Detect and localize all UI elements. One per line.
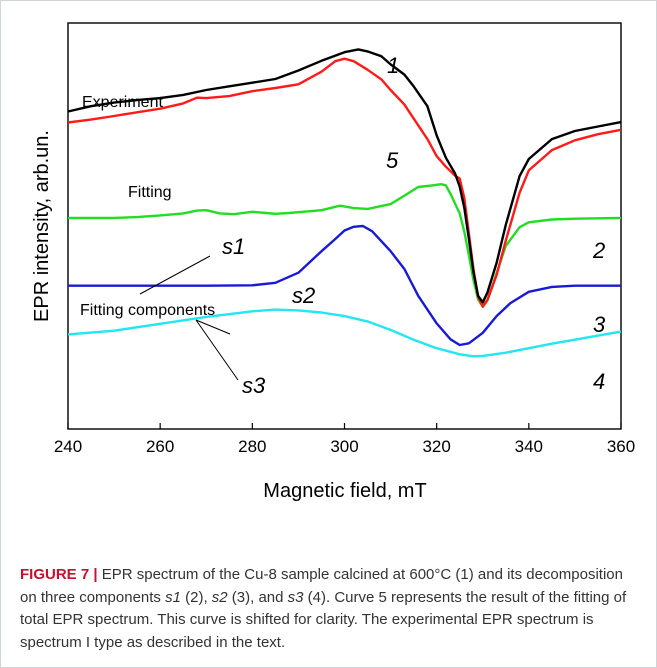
curve-number-2: 2: [592, 238, 605, 263]
caption-s3: s3: [287, 588, 304, 606]
caption-text-2: (2),: [180, 588, 212, 606]
x-tick-label: 260: [146, 437, 174, 456]
x-tick-label: 300: [330, 437, 358, 456]
epr-chart: 240 260 280 300 320 340 360 Experiment Fitting…: [31, 22, 635, 502]
x-tick-label: 280: [238, 437, 266, 456]
plot-area: [67, 22, 622, 430]
caption-text-1: EPR spectrum of the Cu-8 sample calcined…: [20, 566, 623, 606]
curve-s2: [68, 224, 621, 347]
caption-text-3: (3), and: [227, 588, 288, 606]
x-tick-label: 340: [515, 437, 543, 456]
caption-s2: s2: [211, 588, 228, 606]
curve-s3: [67, 308, 622, 358]
x-tick-label: 320: [422, 437, 450, 456]
s2-label: s2: [292, 283, 315, 308]
x-axis: 240 260 280 300 320 340 360: [54, 423, 635, 456]
x-tick-label: 360: [607, 437, 635, 456]
curve-number-4: 4: [593, 369, 605, 394]
fitting-components-label: Fitting components: [80, 302, 215, 319]
caption-text-4: (4). Curve 5 represents the result of th…: [20, 588, 627, 651]
s1-pointer-line: [139, 255, 211, 295]
x-tick-label: 240: [54, 437, 82, 456]
curve-fitting: [67, 57, 622, 308]
caption-s1: s1: [165, 588, 181, 606]
s3-pointer-line: [195, 319, 239, 381]
curves: [67, 48, 622, 358]
fitting-label: Fitting: [128, 184, 172, 201]
curve-number-3: 3: [593, 312, 606, 337]
s1-label: s1: [222, 234, 245, 259]
experiment-label: Experiment: [82, 94, 163, 111]
caption-figure-label: FIGURE 7 |: [20, 566, 98, 583]
x-axis-title: Magnetic field, mT: [263, 480, 426, 502]
y-axis-title: EPR intensity, arb.un.: [31, 130, 53, 322]
curve-number-1: 1: [387, 53, 399, 78]
s2-pointer-line: [195, 319, 231, 335]
curve-number-5: 5: [386, 148, 399, 173]
s3-label: s3: [242, 373, 266, 398]
figure-caption: FIGURE 7 | EPR spectrum of the Cu-8 samp…: [20, 564, 640, 654]
curve-experiment: [67, 48, 622, 304]
